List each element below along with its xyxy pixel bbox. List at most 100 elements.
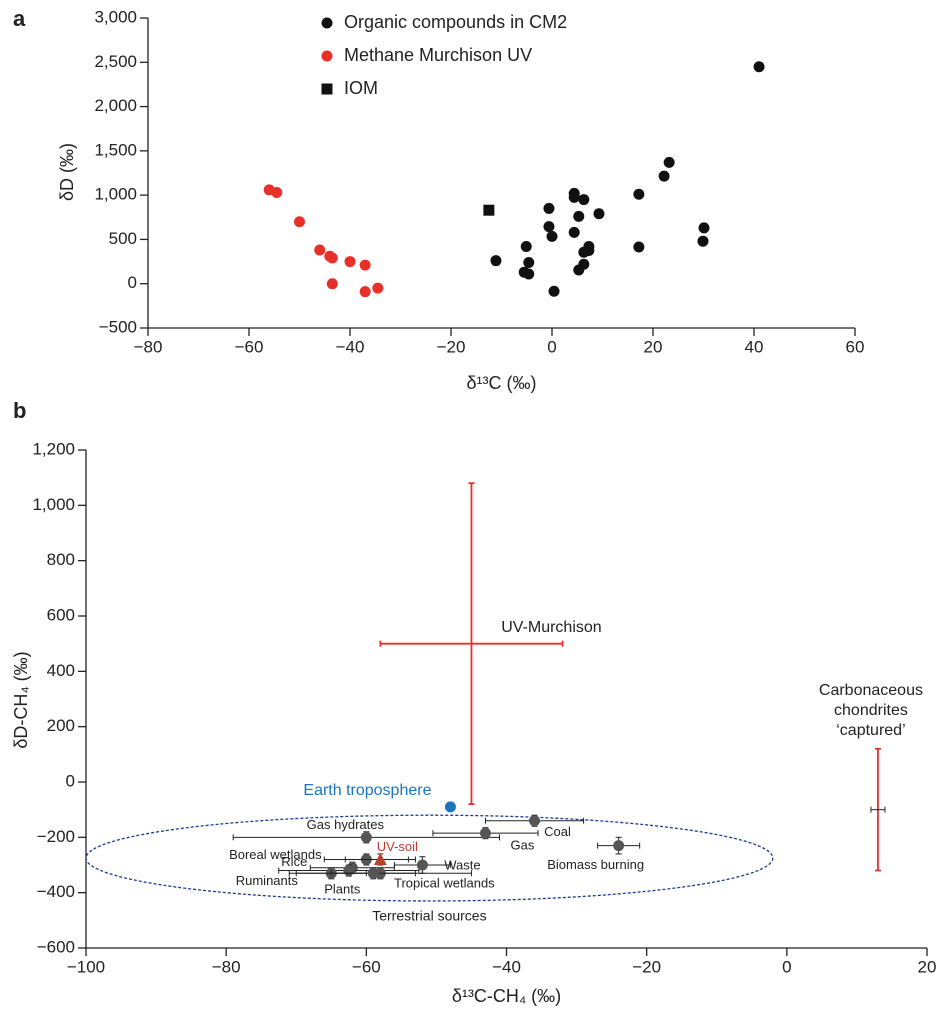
legend-label: Methane Murchison UV: [344, 45, 532, 65]
data-point: [578, 194, 590, 206]
data-point: [543, 221, 555, 233]
legend-marker: [321, 50, 333, 62]
y-tick-label: −500: [99, 317, 137, 336]
data-point: [271, 186, 283, 198]
data-point: [359, 286, 371, 298]
data-point: [593, 208, 605, 220]
data-point: [698, 222, 710, 234]
data-point: [344, 256, 356, 268]
data-point: [548, 285, 560, 297]
x-tick-label: −100: [67, 957, 105, 976]
y-tick-label: 400: [47, 661, 75, 680]
data-point: [294, 216, 305, 228]
point-label: Biomass burning: [547, 857, 644, 872]
point-label: Tropical wetlands: [394, 876, 495, 891]
point-label: Ruminants: [236, 873, 299, 888]
legend-label: IOM: [344, 78, 378, 98]
x-tick-label: 20: [644, 337, 663, 356]
data-point: [573, 264, 585, 276]
x-tick-label: −40: [336, 337, 365, 356]
point-label: Earth troposphere: [303, 782, 431, 799]
x-tick-label: 0: [782, 957, 791, 976]
legend-marker: [321, 17, 333, 29]
x-tick-label: 0: [547, 337, 556, 356]
x-tick-label: 40: [745, 337, 764, 356]
y-tick-label: 600: [47, 605, 75, 624]
data-point: [483, 204, 495, 216]
data-point: [543, 202, 555, 214]
x-tick-label: −80: [212, 957, 241, 976]
data-point: [326, 278, 338, 290]
data-point: [568, 226, 580, 238]
y-tick-label: 1,000: [32, 495, 75, 514]
y-tick-label: −200: [37, 827, 75, 846]
y-tick-label: 2,500: [94, 52, 137, 71]
y-tick-label: 3,000: [94, 7, 137, 26]
data-point: [633, 188, 645, 200]
y-tick-label: 0: [128, 273, 137, 292]
data-point: [697, 235, 709, 247]
data-point: [753, 61, 765, 73]
point-label: UV-soil: [377, 839, 418, 854]
data-point: [613, 840, 625, 852]
legend-label: Organic compounds in CM2: [344, 12, 567, 32]
y-tick-label: 500: [109, 229, 137, 248]
y-tick-label: 1,000: [94, 185, 137, 204]
data-point: [633, 241, 645, 253]
data-point: [360, 831, 372, 843]
point-label: chondrites: [834, 702, 908, 719]
y-tick-label: 200: [47, 716, 75, 735]
data-point: [523, 256, 535, 268]
point-label: Gas hydrates: [307, 817, 385, 832]
point-label: Coal: [544, 824, 571, 839]
y-tick-label: 1,200: [32, 439, 75, 458]
point-label: Boreal wetlands: [229, 847, 322, 862]
legend-marker: [321, 83, 333, 95]
data-point: [520, 241, 532, 253]
x-tick-label: −40: [492, 957, 521, 976]
x-axis-label: δ¹³C-CH₄ (‰): [452, 986, 561, 1006]
data-point: [343, 865, 355, 877]
source-region: [85, 814, 774, 902]
point-label: UV-Murchison: [501, 619, 601, 636]
y-tick-label: −600: [37, 937, 75, 956]
y-tick-label: 800: [47, 550, 75, 569]
data-point: [372, 282, 384, 294]
x-tick-label: −60: [235, 337, 264, 356]
data-point: [479, 827, 491, 839]
region-label: Terrestrial sources: [372, 908, 486, 924]
data-point: [578, 246, 590, 258]
x-tick-label: −20: [632, 957, 661, 976]
data-point: [663, 156, 675, 168]
point-label: ‘captured’: [836, 722, 905, 739]
x-tick-label: 20: [918, 957, 937, 976]
data-point: [444, 801, 456, 813]
data-point: [568, 191, 580, 203]
data-point: [359, 259, 371, 271]
point-label: Plants: [324, 882, 361, 897]
y-axis-label: δD (‰): [57, 143, 77, 201]
y-tick-label: −400: [37, 882, 75, 901]
data-point: [490, 255, 502, 267]
x-tick-label: −80: [134, 337, 163, 356]
panel-label: b: [13, 398, 26, 423]
data-point: [373, 852, 387, 865]
x-tick-label: −20: [437, 337, 466, 356]
point-label: Carbonaceous: [819, 682, 923, 699]
data-point: [326, 252, 338, 264]
point-label: Gas: [511, 838, 535, 853]
data-point: [546, 230, 558, 242]
y-tick-label: 1,500: [94, 140, 137, 159]
panel-label: a: [13, 6, 26, 31]
x-axis-label: δ¹³C (‰): [467, 373, 537, 393]
point-label: Waste: [444, 857, 480, 872]
point-label: Rice: [281, 854, 307, 869]
x-tick-label: 60: [846, 337, 865, 356]
y-axis-label: δD-CH₄ (‰): [11, 651, 31, 748]
data-point: [367, 867, 379, 879]
data-point: [529, 815, 541, 827]
data-point: [314, 244, 326, 256]
data-point: [573, 210, 585, 222]
data-point: [416, 859, 428, 871]
